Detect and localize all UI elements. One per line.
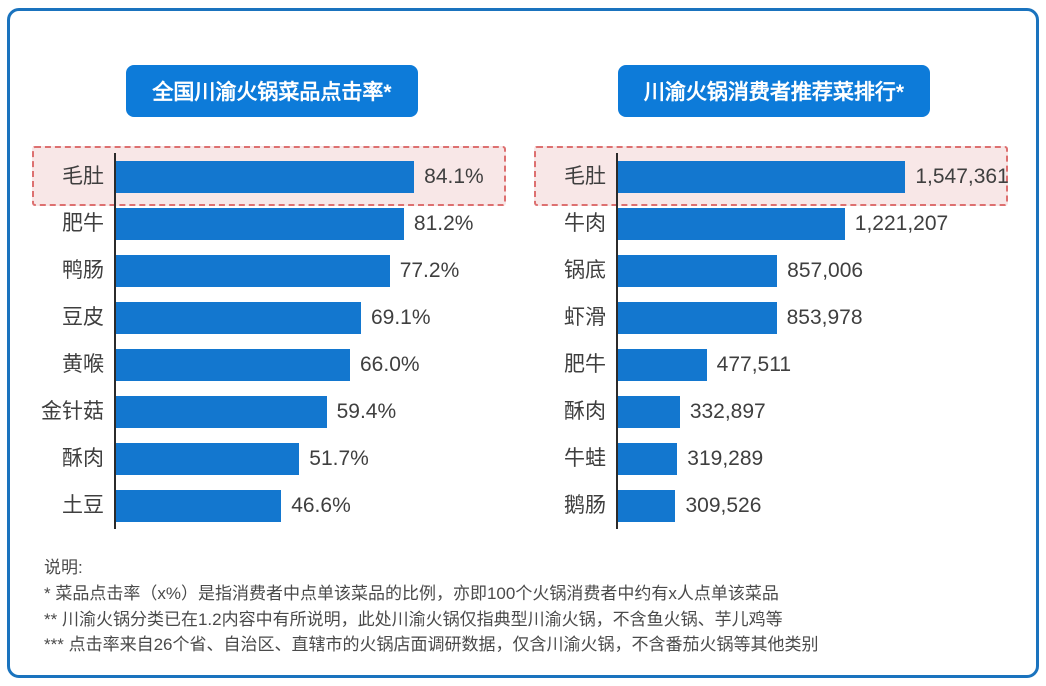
bar-row: 肥牛 477,511 bbox=[540, 341, 1008, 388]
bar bbox=[116, 348, 350, 381]
right-chart-title-pill: 川渝火锅消费者推荐菜排行* bbox=[617, 65, 931, 117]
bar-track: 51.7% bbox=[114, 435, 506, 482]
bar-row: 虾滑 853,978 bbox=[540, 294, 1008, 341]
bar bbox=[116, 254, 390, 287]
value-label: 477,511 bbox=[716, 352, 792, 376]
footnotes: 说明: * 菜品点击率（x%）是指消费者中点单该菜品的比例，亦即100个火锅消费… bbox=[44, 555, 1008, 658]
value-label: 46.6% bbox=[291, 493, 351, 517]
category-label: 毛肚 bbox=[564, 165, 606, 188]
bar bbox=[618, 348, 707, 381]
value-label: 857,006 bbox=[787, 258, 864, 282]
bar-track: 59.4% bbox=[114, 388, 506, 435]
bar-row: 毛肚 84.1% bbox=[38, 153, 506, 200]
value-label: 1,547,361 bbox=[915, 164, 1009, 188]
value-label: 853,978 bbox=[786, 305, 863, 329]
right-chart-plot: 毛肚 1,547,361 牛肉 1,221,207 锅底 bbox=[534, 146, 1009, 529]
left-chart-title-pill: 全国川渝火锅菜品点击率* bbox=[126, 65, 418, 117]
value-label: 81.2% bbox=[413, 211, 474, 235]
category-label: 虾滑 bbox=[564, 306, 606, 329]
value-label: 309,526 bbox=[685, 493, 762, 517]
bar bbox=[116, 442, 300, 475]
category-label: 锅底 bbox=[564, 259, 606, 282]
value-label: 1,221,207 bbox=[854, 211, 949, 235]
value-label: 69.1% bbox=[370, 305, 431, 329]
bar-track: 853,978 bbox=[616, 294, 1008, 341]
category-label: 酥肉 bbox=[564, 400, 606, 423]
bar bbox=[618, 395, 680, 428]
bar-track: 1,221,207 bbox=[616, 200, 1008, 247]
bar-track: 66.0% bbox=[114, 341, 506, 388]
bar-row: 土豆 46.6% bbox=[38, 482, 506, 529]
category-label: 土豆 bbox=[62, 494, 104, 517]
bar-track: 81.2% bbox=[114, 200, 506, 247]
bar-track: 857,006 bbox=[616, 247, 1008, 294]
bar-track: 1,547,361 bbox=[616, 153, 1009, 200]
notes-heading: 说明: bbox=[44, 558, 83, 577]
value-label: 319,289 bbox=[687, 446, 764, 470]
bar-track: 332,897 bbox=[616, 388, 1008, 435]
note-line: *** 点击率来自26个省、自治区、直辖市的火锅店面调研数据，仅含川渝火锅，不含… bbox=[44, 635, 819, 655]
value-label: 59.4% bbox=[336, 399, 397, 423]
value-label: 66.0% bbox=[360, 352, 420, 376]
bar-row: 鸭肠 77.2% bbox=[38, 247, 506, 294]
bar bbox=[618, 489, 676, 522]
bar bbox=[618, 254, 778, 287]
bar-track: 69.1% bbox=[114, 294, 506, 341]
bar bbox=[116, 160, 415, 193]
bar-track: 46.6% bbox=[114, 482, 506, 529]
bar-row: 黄喉 66.0% bbox=[38, 341, 506, 388]
highlight-box bbox=[32, 146, 506, 206]
category-label: 黄喉 bbox=[62, 353, 104, 376]
left-chart-plot: 毛肚 84.1% 肥牛 81.2% 鸭肠 bbox=[32, 146, 506, 529]
bar-row: 酥肉 332,897 bbox=[540, 388, 1008, 435]
bar-row: 金针菇 59.4% bbox=[38, 388, 506, 435]
bar-track: 84.1% bbox=[114, 153, 506, 200]
bar-row: 锅底 857,006 bbox=[540, 247, 1008, 294]
bar bbox=[116, 489, 282, 522]
bar bbox=[618, 207, 845, 240]
bar bbox=[116, 301, 361, 334]
category-label: 金针菇 bbox=[41, 400, 104, 423]
bar-row: 牛蛙 319,289 bbox=[540, 435, 1008, 482]
right-chart: 川渝火锅消费者推荐菜排行* 毛肚 1,547,361 牛肉 1,221,207 bbox=[534, 65, 1009, 529]
bar-row: 牛肉 1,221,207 bbox=[540, 200, 1008, 247]
category-label: 肥牛 bbox=[564, 353, 606, 376]
charts-container: 全国川渝火锅菜品点击率* 毛肚 84.1% 肥牛 81.2% bbox=[32, 65, 1009, 529]
category-label: 毛肚 bbox=[62, 165, 104, 188]
note-line: * 菜品点击率（x%）是指消费者中点单该菜品的比例，亦即100个火锅消费者中约有… bbox=[44, 583, 779, 603]
bar-row: 酥肉 51.7% bbox=[38, 435, 506, 482]
bar-row: 鹅肠 309,526 bbox=[540, 482, 1008, 529]
value-label: 84.1% bbox=[424, 164, 484, 188]
value-label: 332,897 bbox=[689, 399, 766, 423]
bar bbox=[116, 207, 404, 240]
category-label: 牛肉 bbox=[564, 212, 606, 235]
bar-row: 肥牛 81.2% bbox=[38, 200, 506, 247]
value-label: 77.2% bbox=[399, 258, 460, 282]
left-chart: 全国川渝火锅菜品点击率* 毛肚 84.1% 肥牛 81.2% bbox=[32, 65, 506, 529]
category-label: 豆皮 bbox=[62, 306, 104, 329]
category-label: 牛蛙 bbox=[564, 447, 606, 470]
value-label: 51.7% bbox=[309, 446, 369, 470]
category-label: 肥牛 bbox=[62, 212, 104, 235]
bar bbox=[618, 160, 906, 193]
bar-track: 319,289 bbox=[616, 435, 1008, 482]
category-label: 鸭肠 bbox=[62, 259, 104, 282]
bar-track: 77.2% bbox=[114, 247, 506, 294]
bar bbox=[618, 442, 678, 475]
bar bbox=[116, 395, 327, 428]
bar-row: 毛肚 1,547,361 bbox=[540, 153, 1009, 200]
note-line: ** 川渝火锅分类已在1.2内容中有所说明，此处川渝火锅仅指典型川渝火锅，不含鱼… bbox=[44, 609, 783, 629]
bar-track: 309,526 bbox=[616, 482, 1008, 529]
bar bbox=[618, 301, 777, 334]
bar-row: 豆皮 69.1% bbox=[38, 294, 506, 341]
report-card: 全国川渝火锅菜品点击率* 毛肚 84.1% 肥牛 81.2% bbox=[7, 8, 1039, 678]
bar-track: 477,511 bbox=[616, 341, 1008, 388]
category-label: 鹅肠 bbox=[564, 494, 606, 517]
category-label: 酥肉 bbox=[62, 447, 104, 470]
